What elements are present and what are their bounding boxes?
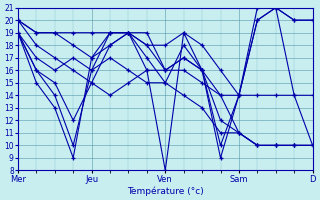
X-axis label: Température (°c): Température (°c) xyxy=(127,186,204,196)
